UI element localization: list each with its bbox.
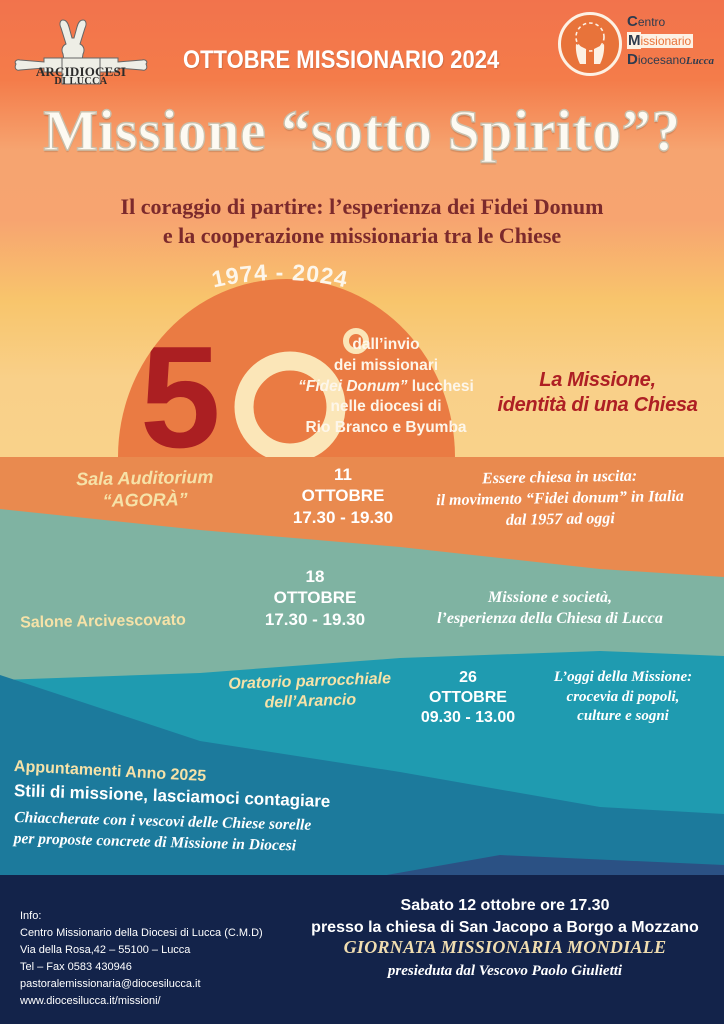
svg-text:5: 5 [140, 316, 221, 457]
svg-text:1974 - 2024: 1974 - 2024 [209, 260, 350, 292]
